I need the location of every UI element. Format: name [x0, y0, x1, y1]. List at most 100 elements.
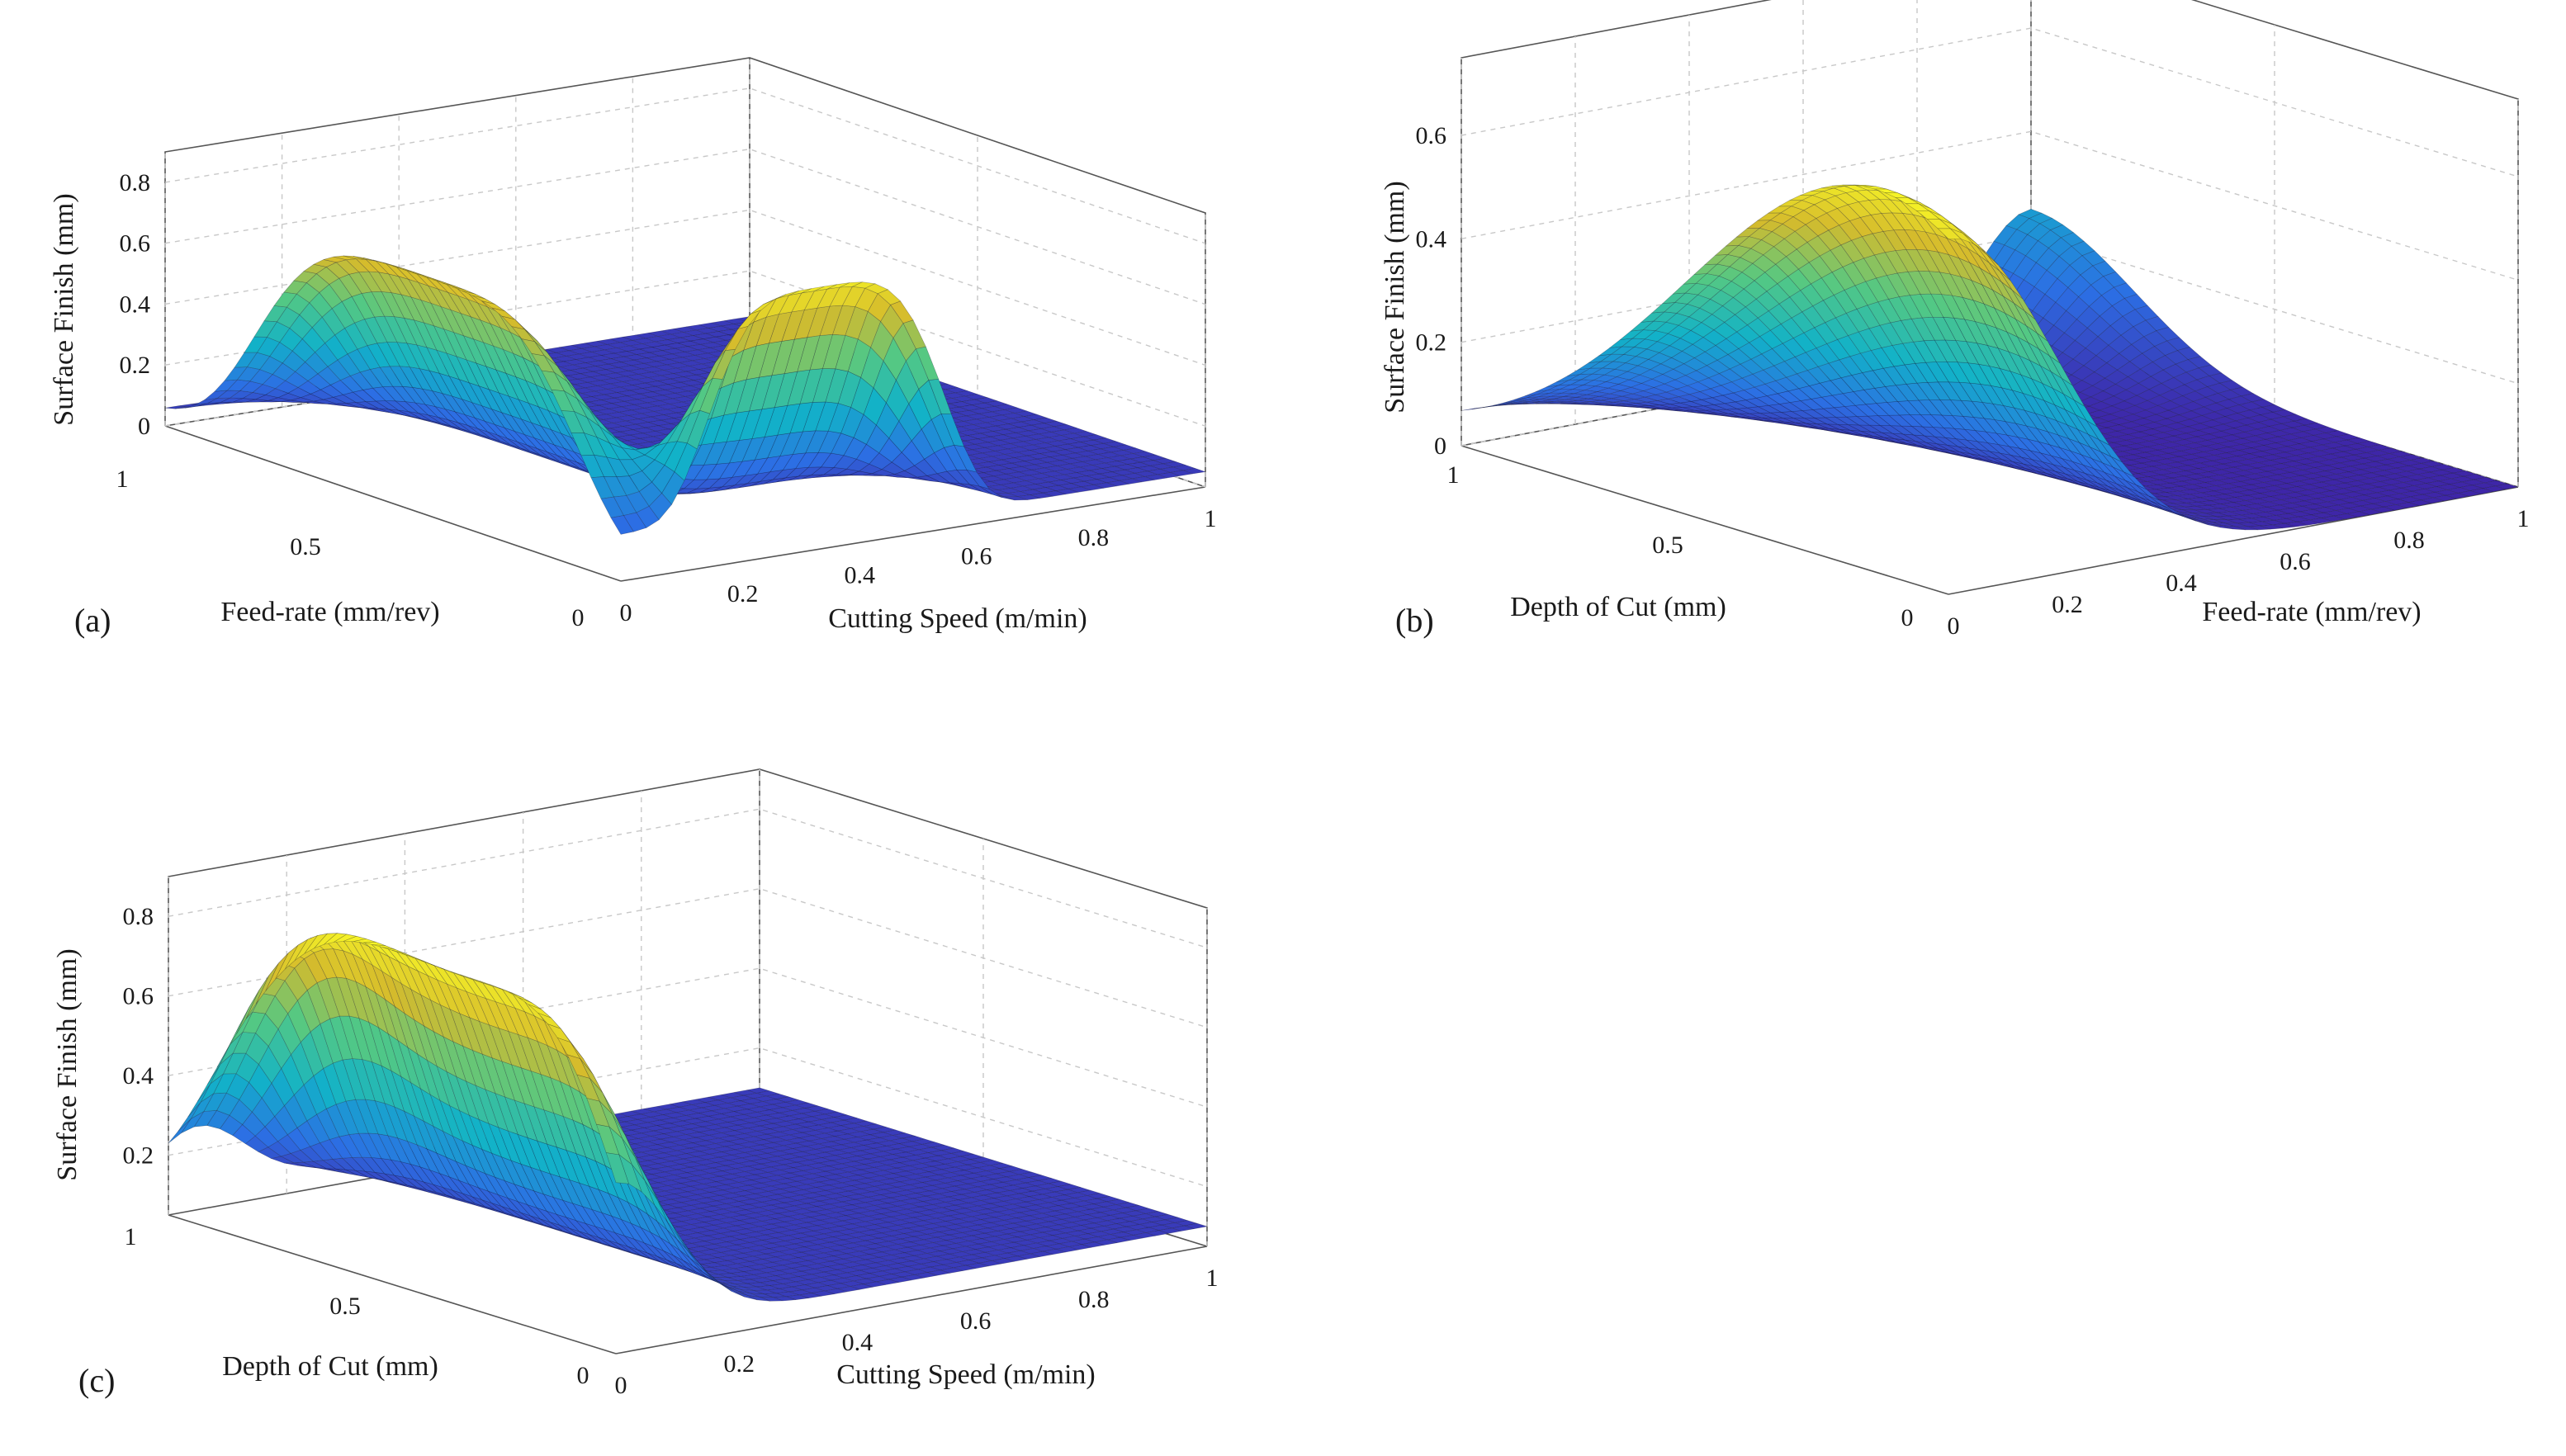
- surface-patch: [1157, 472, 1181, 479]
- x-tick-label: 0: [1948, 612, 1960, 640]
- z-tick-label: 0.6: [1416, 122, 1447, 149]
- surface-patch: [1035, 437, 1058, 443]
- surface-patch: [970, 428, 994, 434]
- surface-patch: [976, 461, 1000, 468]
- x-tick-label: 1: [2517, 505, 2530, 532]
- x-axis-label: Feed-rate (mm/rev): [2202, 597, 2421, 627]
- surface-patch: [1105, 461, 1128, 467]
- surface-patch: [1049, 454, 1073, 461]
- surface-patch: [1006, 427, 1029, 433]
- x-tick-label: 0.4: [2166, 570, 2197, 597]
- surface-patch: [986, 420, 1009, 427]
- x-tick-label: 0.8: [2393, 527, 2425, 554]
- surface-patch: [1058, 438, 1082, 445]
- surface-patch: [1051, 429, 1074, 436]
- surface-patch: [1091, 442, 1114, 450]
- y-tick-label: 1: [1447, 461, 1460, 489]
- y-tick-label: 0: [572, 604, 585, 631]
- y-tick-label: 0.5: [290, 533, 321, 560]
- surface-patch: [1004, 451, 1028, 458]
- x-tick-label: 0.4: [844, 561, 875, 589]
- surface-patch: [997, 443, 1020, 450]
- z-tick-label: 0.2: [120, 352, 151, 379]
- x-tick-label: 0.8: [1078, 524, 1110, 551]
- panel-label: (a): [74, 602, 111, 639]
- surface-patch: [1063, 428, 1087, 434]
- surface-patch: [1182, 468, 1206, 475]
- z-tick-label: 0.6: [120, 230, 151, 258]
- surface-patch: [1111, 469, 1135, 476]
- surface-patch: [632, 427, 656, 434]
- surface-patch: [1007, 447, 1030, 453]
- z-tick-label: 0: [1434, 433, 1446, 460]
- y-tick-label: 0.5: [1652, 532, 1683, 559]
- surface-patch: [1052, 449, 1076, 456]
- x-tick-label: 0.6: [2280, 548, 2311, 575]
- surface-patch: [1017, 450, 1040, 456]
- surface-patch: [1079, 465, 1103, 471]
- surface-patch: [1010, 441, 1034, 447]
- surface-patch: [1170, 470, 1193, 476]
- surface-patch: [964, 438, 988, 445]
- surface-patch: [978, 436, 1001, 443]
- surface-patch: [994, 448, 1018, 455]
- surface-patch: [1045, 440, 1068, 447]
- surface-patch: [1048, 435, 1072, 442]
- surface-patch: [1107, 455, 1131, 461]
- panel-label: (b): [1395, 602, 1434, 639]
- surface-patch: [1009, 466, 1032, 473]
- y-axis-label: Depth of Cut (mm): [1510, 592, 1726, 622]
- surface-patch: [164, 405, 188, 409]
- x-tick-label: 0: [620, 599, 632, 626]
- surface-patch: [979, 456, 1002, 462]
- surface-patch: [1172, 465, 1196, 471]
- x-tick-label: 1: [1205, 505, 1217, 532]
- surface-patch: [620, 429, 643, 436]
- z-tick-label: 0.4: [1416, 225, 1447, 253]
- surface-patch: [1110, 450, 1134, 456]
- surface-patch: [973, 422, 997, 428]
- z-tick-label: 0.2: [1416, 329, 1447, 357]
- surface-patch: [992, 454, 1015, 461]
- surface-patch: [969, 452, 992, 459]
- y-axis-label: Feed-rate (mm/rev): [220, 597, 439, 627]
- surface-patch: [996, 468, 1020, 475]
- surface-patch: [267, 397, 291, 402]
- surface-patch: [1041, 470, 1064, 477]
- surface-patch: [990, 434, 1014, 441]
- surface-patch: [1044, 420, 1068, 428]
- surface-patch: [1095, 457, 1118, 464]
- surface-patch: [1011, 461, 1034, 467]
- surface-patch: [1038, 432, 1062, 438]
- surface-patch: [1057, 463, 1080, 470]
- surface-patch: [287, 387, 312, 398]
- z-axis-label: Surface Finish (mm): [49, 193, 79, 425]
- surface-patch: [1031, 423, 1054, 429]
- z-tick-label: 0.4: [120, 291, 151, 318]
- surface-patch: [1153, 457, 1176, 465]
- x-tick-label: 0.2: [2052, 591, 2083, 618]
- surface-patch: [1022, 439, 1046, 446]
- surface-patch: [1065, 447, 1088, 454]
- z-tick-label: 0.8: [120, 169, 151, 196]
- surface-patch: [1124, 467, 1148, 474]
- surface-patch: [1144, 474, 1167, 480]
- surface-patch: [1020, 444, 1044, 451]
- surface-patch: [1053, 469, 1077, 475]
- x-tick-label: 0.6: [961, 543, 992, 570]
- surface-patch: [1133, 451, 1157, 457]
- surface-patch: [1091, 462, 1115, 469]
- x-axis-label: Cutting Speed (m/min): [828, 603, 1087, 634]
- surface-patch: [1024, 458, 1048, 466]
- surface-mesh: [168, 933, 1208, 1302]
- surface-patch: [1044, 466, 1068, 472]
- surface-patch: [1067, 466, 1090, 473]
- surface-patch: [1037, 456, 1060, 463]
- surface-patch: [1002, 432, 1026, 439]
- surface-patch: [962, 443, 985, 451]
- surface-patch: [1097, 451, 1121, 458]
- z-axis-label: Surface Finish (mm): [1380, 181, 1410, 413]
